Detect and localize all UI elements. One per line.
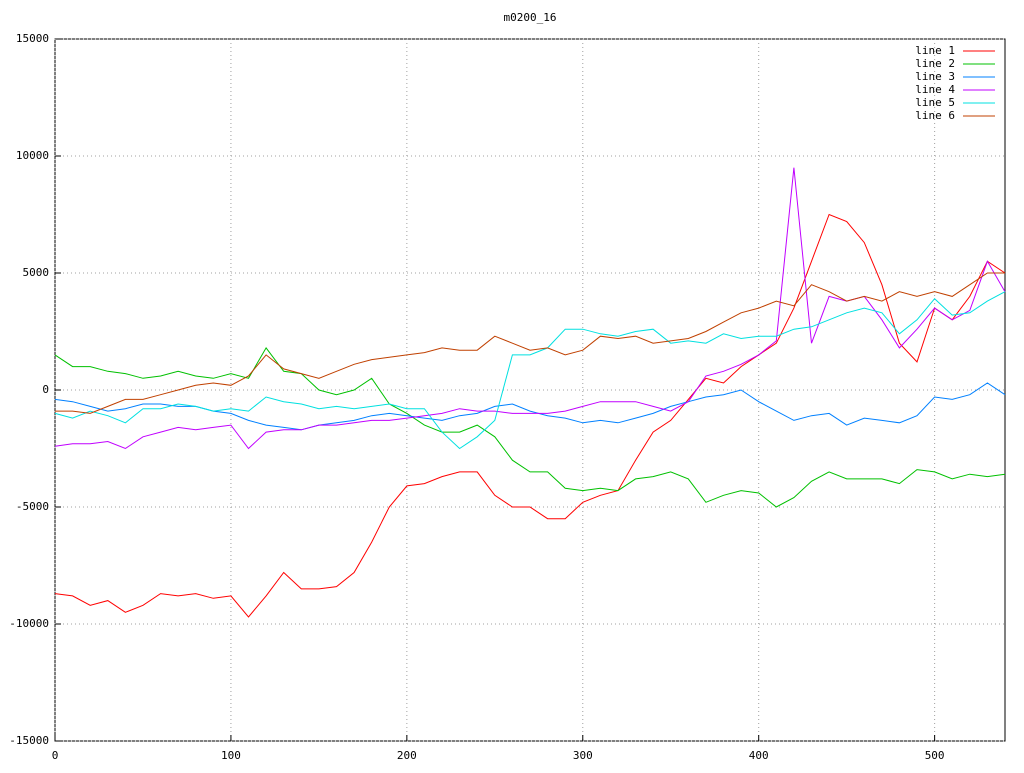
- y-tick-label: 0: [42, 383, 49, 396]
- legend-label: line 3: [915, 70, 955, 83]
- legend-label: line 4: [915, 83, 955, 96]
- x-tick-label: 300: [573, 749, 593, 762]
- x-tick-label: 100: [221, 749, 241, 762]
- x-tick-label: 400: [749, 749, 769, 762]
- legend-label: line 2: [915, 57, 955, 70]
- x-tick-label: 200: [397, 749, 417, 762]
- y-tick-label: 10000: [16, 149, 49, 162]
- legend-label: line 5: [915, 96, 955, 109]
- data-line: [54, 291, 1006, 450]
- legend-label: line 1: [915, 44, 955, 57]
- legend-label: line 6: [915, 109, 955, 122]
- chart-title: m0200_16: [504, 11, 557, 24]
- data-line: [54, 213, 1006, 618]
- data-line: [54, 346, 1006, 508]
- y-tick-label: -10000: [9, 617, 49, 630]
- x-tick-label: 0: [52, 749, 59, 762]
- x-tick-label: 500: [925, 749, 945, 762]
- data-line: [55, 272, 1005, 414]
- y-tick-label: -5000: [16, 500, 49, 513]
- plot-frame: [54, 38, 1006, 742]
- y-tick-label: 15000: [16, 32, 49, 45]
- y-tick-label: 5000: [23, 266, 50, 279]
- y-tick-label: -15000: [9, 734, 49, 747]
